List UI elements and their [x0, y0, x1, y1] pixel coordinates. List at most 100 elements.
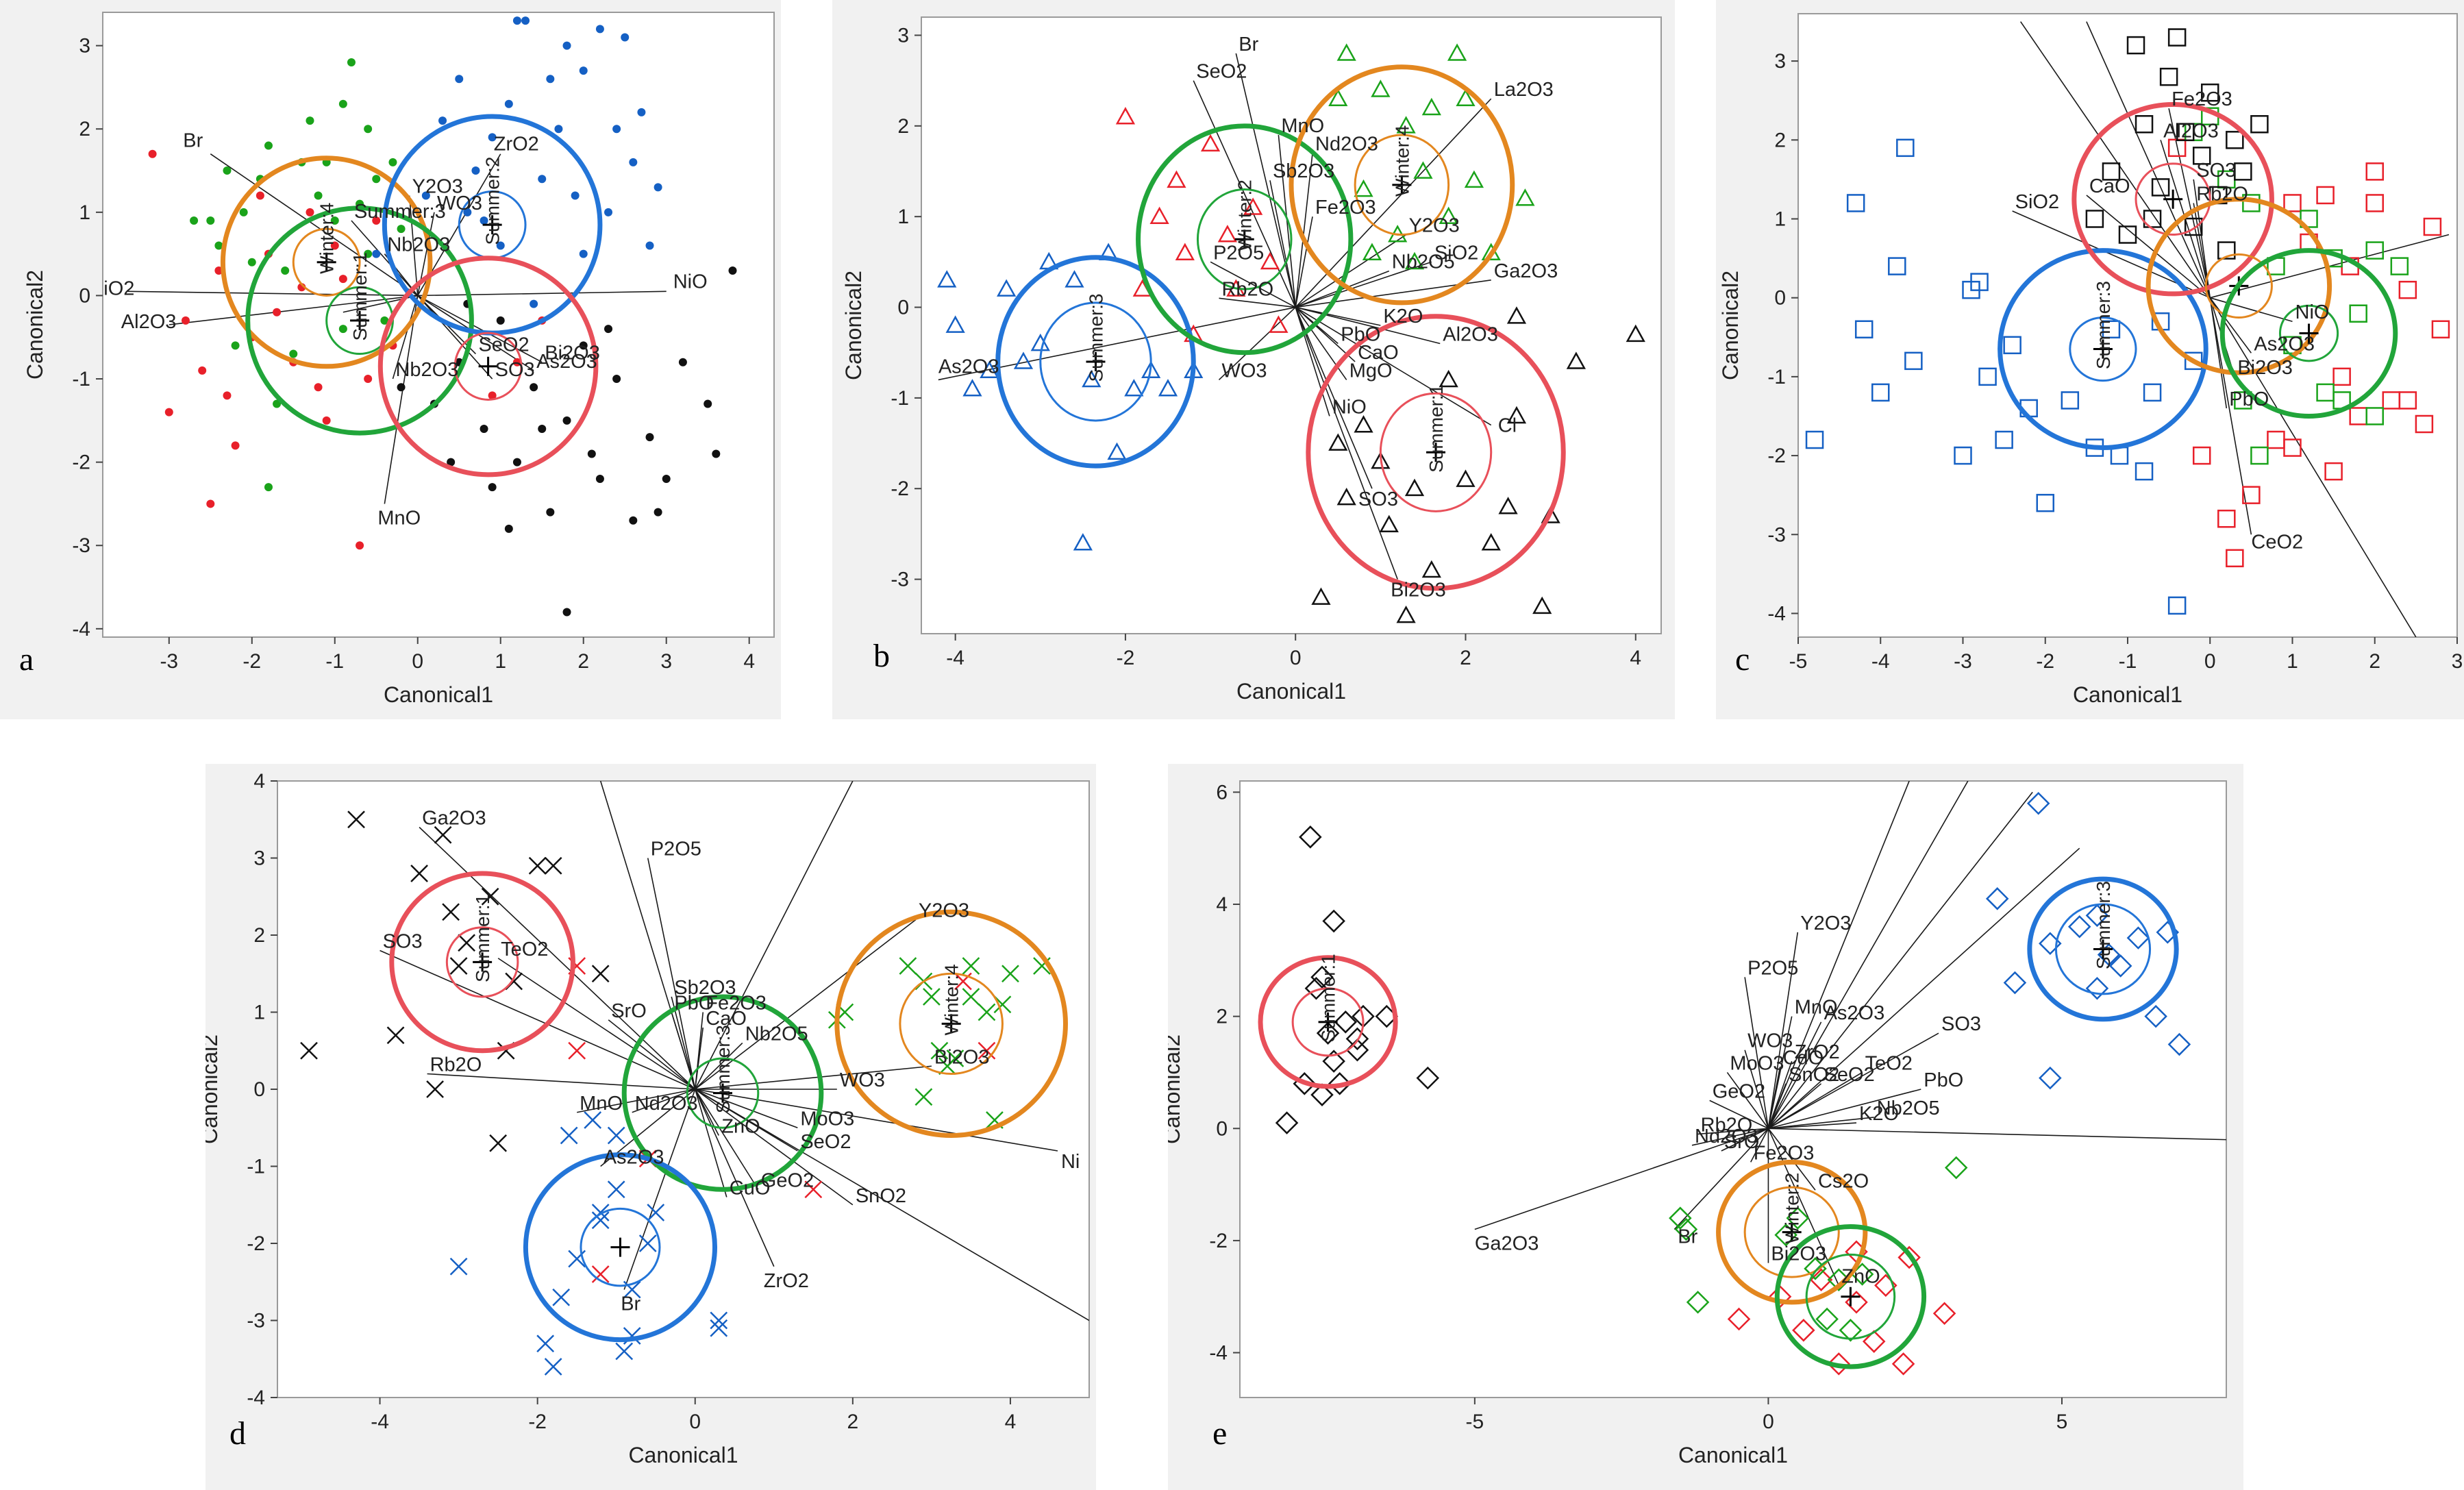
confidence-ring-outer — [1289, 64, 1515, 306]
data-point-black — [1311, 587, 1331, 605]
data-point-green — [214, 241, 223, 250]
data-point-green — [1686, 1291, 1710, 1314]
data-point-black — [1379, 514, 1399, 533]
data-point-blue — [521, 16, 530, 25]
vector-label: SeO2 — [478, 334, 529, 356]
data-point-blue — [1985, 887, 2009, 910]
data-point-red — [1217, 225, 1238, 243]
vector-label: Br — [183, 130, 203, 152]
biplot-vector — [1219, 297, 1296, 308]
x-tick-label: -1 — [325, 650, 344, 673]
group-mean-marker — [478, 356, 498, 376]
biplot-vector — [695, 1089, 759, 1190]
confidence-ring-outer — [1258, 955, 1398, 1089]
confidence-ring-inner — [1805, 1253, 1896, 1340]
confidence-ring-inner — [2135, 162, 2211, 236]
data-point-black — [1354, 415, 1373, 433]
data-point-black — [595, 474, 604, 483]
y-tick-label: -1 — [891, 387, 909, 410]
data-point-green — [397, 225, 406, 234]
data-point-blue — [2184, 351, 2203, 371]
data-point-blue — [1954, 446, 1972, 465]
biplot-vector — [1474, 1128, 1769, 1230]
biplot-vector — [695, 919, 917, 1090]
vector-label: PbO — [1924, 1069, 1963, 1091]
panel-e: -5 0 5 -4 -2 0 2 4 6 Canonical1 Canonical2 Summer:1… — [1168, 764, 2243, 1490]
vector-label: MnO — [377, 507, 421, 529]
data-point-green — [2365, 407, 2384, 425]
data-point-red — [256, 191, 264, 200]
data-point-green — [1404, 251, 1425, 270]
vector-label: MoO3 — [1730, 1052, 1784, 1074]
data-point-black — [1416, 1066, 1440, 1090]
y-axis-title: Canonical2 — [841, 271, 866, 380]
data-point-red — [2365, 162, 2384, 181]
x-tick-label: -3 — [1954, 650, 1972, 673]
vector-label: GeO2 — [761, 1169, 814, 1191]
biplot-vector — [599, 781, 696, 1090]
data-point-green — [330, 216, 339, 225]
data-point-green — [1421, 97, 1441, 116]
vector-label: As2O3 — [1824, 1002, 1885, 1024]
confidence-ring-inner — [1291, 987, 1365, 1057]
vector-label: ZnO — [1841, 1265, 1880, 1287]
data-point-blue — [710, 1311, 728, 1330]
x-axis-title: Canonical1 — [1236, 679, 1346, 704]
data-point-black — [1396, 605, 1416, 623]
data-point-black — [587, 449, 596, 458]
data-point-green — [289, 349, 298, 358]
vector-label: Nb2O5 — [1877, 1097, 1940, 1119]
confidence-ring-outer — [995, 255, 1196, 469]
data-point-green — [962, 988, 980, 1006]
biplot-vector — [1295, 307, 1373, 489]
data-point-blue — [637, 108, 646, 116]
data-point-red — [1269, 315, 1289, 333]
data-point-red — [206, 499, 215, 508]
plot-area-c — [1797, 13, 2458, 638]
group-label: Winter:4 — [1391, 125, 1413, 197]
data-point-blue — [471, 166, 480, 175]
data-point-green — [1815, 1307, 1839, 1331]
data-point-black — [1328, 433, 1348, 451]
data-point-blue — [463, 208, 472, 216]
biplot-vector — [1767, 781, 1969, 1129]
biplot-vector — [695, 1089, 798, 1128]
data-point-black — [2234, 162, 2252, 181]
data-point-blue — [372, 249, 381, 258]
y-tick-label: -2 — [1209, 1230, 1228, 1252]
data-point-green — [380, 316, 389, 325]
data-point-red — [2226, 549, 2244, 568]
data-point-red — [198, 366, 207, 375]
group-mean-marker — [610, 1237, 630, 1257]
vector-label: WO3 — [1747, 1030, 1793, 1052]
data-point-blue — [438, 116, 447, 125]
data-point-green — [2300, 210, 2318, 228]
y-tick-label: -3 — [72, 534, 90, 557]
data-point-black — [1498, 497, 1518, 514]
vector-label: As2O3 — [603, 1147, 664, 1169]
vector-label: MnO — [580, 1093, 623, 1115]
data-point-red — [314, 383, 323, 392]
vector-label: Br — [1678, 1226, 1697, 1248]
biplot-vector — [1767, 791, 2033, 1129]
biplot-vector — [2086, 21, 2211, 299]
group-mean-marker — [1086, 351, 1106, 371]
data-point-black — [2085, 210, 2104, 228]
data-point-blue — [2126, 926, 2150, 949]
data-point-black — [496, 316, 505, 325]
data-point-green — [914, 1088, 933, 1106]
data-point-blue — [2067, 915, 2091, 939]
biplot-vector — [1295, 306, 1441, 345]
vector-label: NiO — [1332, 396, 1367, 418]
data-point-green — [231, 341, 240, 350]
group-mean-marker — [1841, 1287, 1861, 1306]
x-tick-label: 4 — [743, 650, 755, 673]
data-point-red — [2398, 391, 2417, 410]
data-point-black — [442, 903, 460, 921]
data-point-black — [1566, 351, 1586, 369]
biplot-vector — [1295, 306, 1492, 426]
data-point-blue — [604, 208, 613, 216]
data-point-green — [2349, 304, 2367, 323]
data-point-green — [923, 988, 941, 1006]
vector-label: ZrO2 — [1795, 1041, 1840, 1063]
